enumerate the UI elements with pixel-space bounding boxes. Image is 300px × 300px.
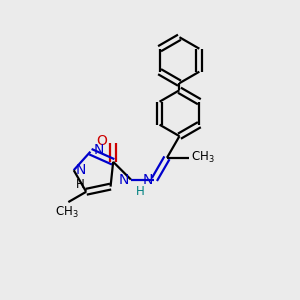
Text: H: H: [76, 178, 85, 190]
Text: CH$_3$: CH$_3$: [191, 150, 215, 165]
Text: N: N: [119, 172, 129, 187]
Text: N: N: [142, 172, 153, 187]
Text: H: H: [136, 185, 145, 198]
Text: O: O: [96, 134, 107, 148]
Text: CH$_3$: CH$_3$: [55, 205, 79, 220]
Text: N: N: [75, 163, 85, 177]
Text: N: N: [94, 143, 104, 157]
